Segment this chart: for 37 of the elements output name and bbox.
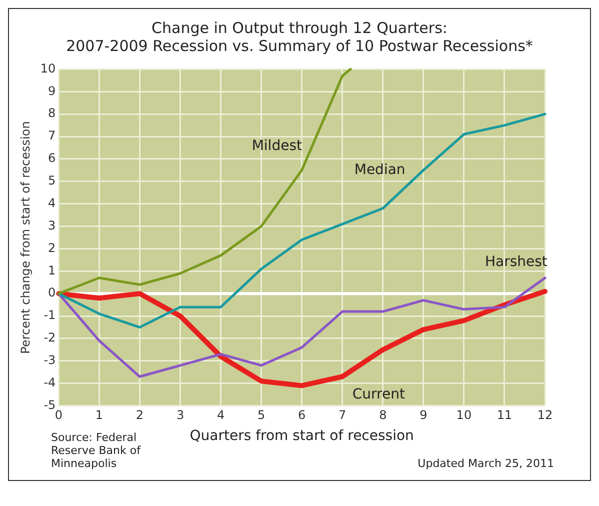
x-tick-label: 3	[176, 408, 184, 422]
x-tick-label: 1	[95, 408, 104, 422]
y-tick-label: -1	[44, 308, 56, 322]
x-tick-label: 7	[338, 408, 346, 422]
chart-title: Change in Output through 12 Quarters:	[150, 19, 448, 37]
x-tick-label: 10	[456, 408, 472, 422]
y-tick-label: 2	[48, 240, 56, 255]
y-tick-label: 5	[48, 174, 56, 188]
y-tick-label: 9	[48, 84, 56, 98]
y-tick-label: 4	[48, 196, 56, 210]
y-tick-label: -2	[44, 330, 56, 345]
x-tick-label: 4	[216, 408, 225, 422]
x-axis-title: Quarters from start of recession	[190, 428, 414, 444]
x-tick-label: 8	[379, 408, 387, 422]
y-axis-title: Percent change from start of recession	[18, 121, 32, 354]
y-tick-label: -5	[44, 398, 56, 412]
series-label: Current	[352, 386, 406, 403]
series-label: Median	[354, 162, 406, 178]
y-tick-label: 1	[48, 263, 56, 278]
x-tick-label: 2	[136, 408, 144, 422]
x-tick-label: 12	[537, 408, 553, 422]
y-tick-label: 7	[48, 128, 56, 143]
y-tick-label: -3	[44, 353, 56, 368]
x-tick-label: 9	[420, 408, 428, 422]
x-tick-label: 6	[298, 408, 306, 422]
x-tick-label: 5	[257, 408, 266, 422]
y-tick-label: -4	[44, 375, 56, 390]
y-tick-label: 0	[48, 286, 56, 300]
series-label: Mildest	[252, 138, 302, 154]
y-tick-label: 6	[48, 151, 56, 166]
text: Updated March 25, 2011	[418, 457, 554, 470]
y-tick-label: 3	[48, 218, 56, 232]
source-note: Source: Federal Reserve Bank of Minneapolis	[51, 431, 142, 470]
chart-subtitle: 2007-2009 Recession vs. Summary of 10 Postwar Recessions*	[65, 37, 534, 55]
y-tick-label: 10	[40, 61, 56, 76]
x-tick-label: 11	[496, 408, 512, 422]
y-tick-label: 8	[48, 106, 56, 120]
